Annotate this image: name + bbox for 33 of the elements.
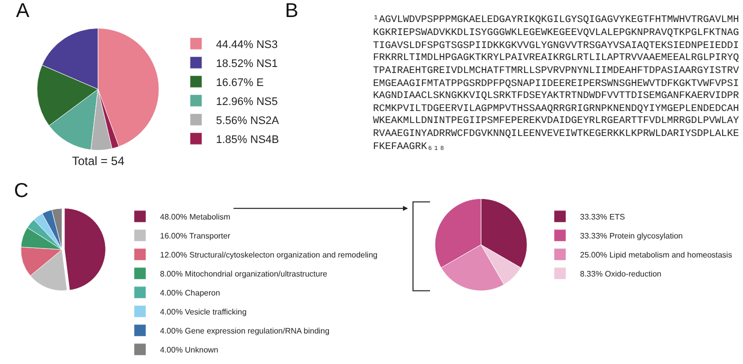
legend-label: 12.96% NS5 [216,96,278,108]
text: RVAAEGINYADRRWCFDGVKNNQILEENVEVEIWTKEGERKKLKPRWLDARIYSDPLALKE [373,129,740,140]
text: EMGEAAGIFMTATPPGSRDPFPQSNAPIIDEEREIPERSWNSGHEWVTDFKGKTVWFVPSI [373,79,740,90]
legend-label: 8.33% Oxido-reduction [580,270,662,279]
text: TPAIRAEHTGREIVDLMCHATFTMRLLSPVRVPNYNLIIMDEAHFTDPASIAARGYISTRV [373,66,740,77]
legend-label: 5.56% NS2A [216,114,280,127]
text: FKEFAAGRK₆₁₈ [373,142,446,153]
legend-label: 16.67% E [216,76,264,89]
text: ¹AGVLWDVPSPPPMGKAELEDGAYRIKQKGILGYSQIGAGVYKEGTFHTMWHVTRGAVLMH [373,15,740,26]
legend-label: 44.44% NS3 [216,38,278,51]
legend-label: 4.00% Unknown [160,346,218,355]
legend-label: 33.33% Protein glycosylation [580,232,683,241]
text: RCMKPVILTDGEERVILAGPMPVTHSSAAQRRGRIGRNPKNENDQYIYMGEPLENDEDCAH [373,104,740,115]
text: FRKRRLTIMDLHPGAGKTKRYLPAIVREAIKRGLRTLILAPTRVVAAEMEEALRGLPIRYQ [373,53,740,64]
legend-label: 4.00% Vesicle trafficking [160,308,247,317]
legend-label: 18.52% NS1 [216,58,278,70]
text: WKEAKMLLDNINTPEGIIPSMFEPEREKVDAIDGEYRLRGEARTTFVDLMRRGDLPVWLAY [373,116,740,127]
text: KAGNDIAACLSKNGKKVIQLSRKTFDSEYAKTRTNDWDFVVTTDISEMGANFKAERVIDPR [373,91,740,102]
legend-label: 48.00% Metabolism [160,212,231,222]
text: Total = 54 [72,154,125,168]
text: B [285,0,298,22]
legend-label: 4.00% Gene expression regulation/RNA binding [160,326,330,336]
legend-label: 25.00% Lipid metabolism and homeostasis [580,250,732,260]
text: A [16,0,30,22]
legend-label: 33.33% ETS [580,212,625,222]
text: KGKRIEPSWADVKKDLISYGGGWKLEGEWKEGEEVQVLALEPGKNPRAVQTKPGLFKTNAG [373,28,740,39]
text: TIGAVSLDFSPGTSGSPIIDKKGKVVGLYGNGVVTRSGAYVSAIAQTEKSIEDNPEIEDDI [373,41,740,52]
text: C [14,180,28,202]
legend-label: 12.00% Structural/cytoskelecton organization and remodeling [160,250,378,260]
legend-label: 16.00% Transporter [160,232,231,241]
legend-label: 4.00% Chaperon [160,288,220,298]
legend-label: 8.00% Mitochondrial organization/ultrastructure [160,270,328,279]
legend-label: 1.85% NS4B [216,134,279,146]
